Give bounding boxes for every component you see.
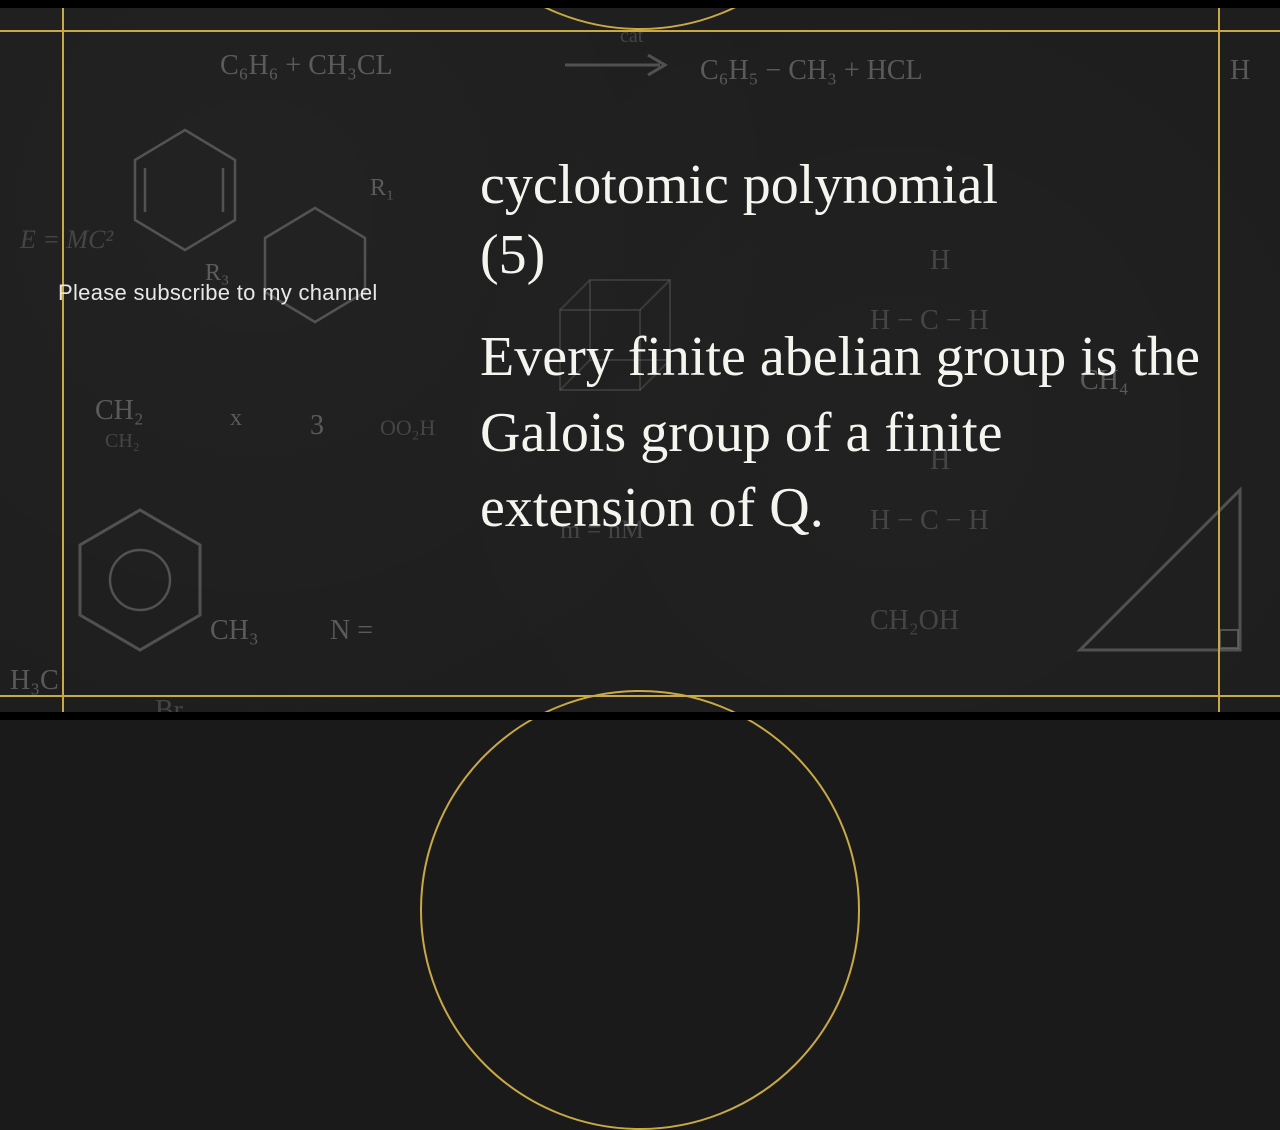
title-line-1: cyclotomic polynomial [480, 154, 998, 216]
chalk-arrow [560, 50, 680, 80]
chalk-formula: C₆H₆ + CH₃CL [220, 50, 393, 82]
chalk-formula: OO₂H [380, 415, 435, 441]
chalk-formula: CH₂ [95, 395, 144, 427]
chalk-formula: R₁ [370, 175, 394, 202]
letterbox-bottom [0, 712, 1280, 720]
letterbox-top [0, 0, 1280, 8]
gold-frame-left [62, 0, 64, 720]
slide-title: cyclotomic polynomial (5) [480, 150, 1200, 290]
chalk-hexagon-2 [250, 200, 380, 330]
title-line-2: (5) [480, 224, 545, 286]
gold-arc-bottom [420, 690, 860, 1130]
chalk-formula: 3 [310, 410, 324, 442]
chalk-hexagon-1 [115, 120, 255, 260]
chalk-formula: CH₃ [210, 615, 259, 647]
gold-frame-right [1218, 0, 1220, 720]
subscribe-caption: Please subscribe to my channel [58, 280, 378, 306]
chalk-formula: Br [155, 695, 183, 727]
chalk-formula: CH₂ [105, 430, 140, 453]
chalk-formula: C₆H₅ − CH₃ + HCL [700, 55, 923, 87]
chalk-hexagon-3 [60, 500, 220, 660]
chalk-formula: H₃C [10, 665, 59, 697]
gold-frame-top [0, 30, 1280, 32]
chalk-formula: E = MC² [20, 225, 113, 255]
chalk-formula: x [230, 405, 242, 432]
chalk-formula: CH₂OH [870, 605, 959, 637]
slide-body: Every finite abelian group is the Galois… [480, 320, 1200, 547]
chalk-formula: N = [330, 615, 373, 647]
chalkboard-background: C₆H₆ + CH₃CL cat C₆H₅ − CH₃ + HCL E = MC… [0, 0, 1280, 720]
chalk-formula: H [1230, 55, 1250, 87]
